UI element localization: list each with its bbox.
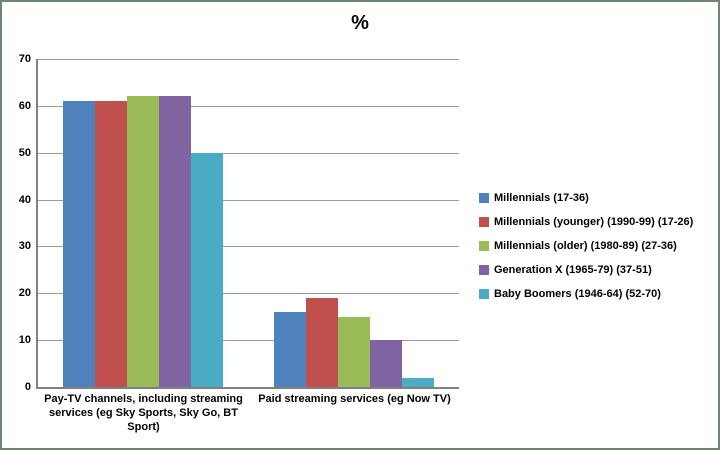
legend-item: Baby Boomers (1946-64) (52-70): [479, 282, 693, 306]
legend-label: Millennials (younger) (1990-99) (17-26): [494, 216, 694, 228]
bar-series3-category1: [127, 96, 159, 387]
gridline: [38, 293, 459, 295]
legend-item: Generation X (1965-79) (37-51): [479, 258, 693, 282]
legend-label: Baby Boomers (1946-64) (52-70): [494, 288, 661, 300]
bar-series5-category1: [191, 153, 223, 387]
y-axis-tick-label: 70: [18, 53, 31, 65]
bar-series1-category1: [63, 101, 95, 387]
legend-label: Millennials (older) (1980-89) (27-36): [494, 240, 677, 252]
bar-series3-category2: [338, 317, 370, 387]
y-axis-tick-label: 20: [18, 287, 31, 299]
y-axis-tick-label: 0: [24, 381, 31, 393]
y-axis-tick-label: 10: [18, 334, 31, 346]
bar-series2-category2: [306, 298, 338, 387]
legend-swatch-icon: [479, 289, 489, 299]
x-axis-category-label: Pay-TV channels, including streaming ser…: [44, 393, 243, 433]
gridline: [38, 105, 459, 107]
legend-label: Generation X (1965-79) (37-51): [494, 264, 652, 276]
legend-item: Millennials (younger) (1990-99) (17-26): [479, 210, 693, 234]
chart-title: %: [351, 12, 369, 34]
legend-swatch-icon: [479, 265, 489, 275]
gridline: [38, 199, 459, 201]
bar-series4-category2: [370, 340, 402, 387]
bar-series5-category2: [402, 378, 434, 387]
y-axis-tick-label: 50: [18, 147, 31, 159]
legend-item: Millennials (17-36): [479, 186, 693, 210]
y-axis-tick-label: 40: [18, 194, 31, 206]
legend-swatch-icon: [479, 193, 489, 203]
legend-swatch-icon: [479, 241, 489, 251]
gridline: [38, 59, 459, 60]
plot-area: [36, 59, 459, 389]
x-axis-category-label: Paid streaming services (eg Now TV): [258, 393, 451, 405]
bar-series2-category1: [95, 101, 127, 387]
gridline: [38, 152, 459, 154]
y-axis-tick-label: 60: [18, 100, 31, 112]
gridline: [38, 340, 459, 342]
gridline: [38, 246, 459, 248]
bar-series1-category2: [274, 312, 306, 387]
legend-item: Millennials (older) (1980-89) (27-36): [479, 234, 693, 258]
legend-swatch-icon: [479, 217, 489, 227]
legend-label: Millennials (17-36): [494, 192, 589, 204]
y-axis-tick-label: 30: [18, 240, 31, 252]
legend: Millennials (17-36) Millennials (younger)…: [479, 186, 693, 306]
bar-series4-category1: [159, 96, 191, 387]
